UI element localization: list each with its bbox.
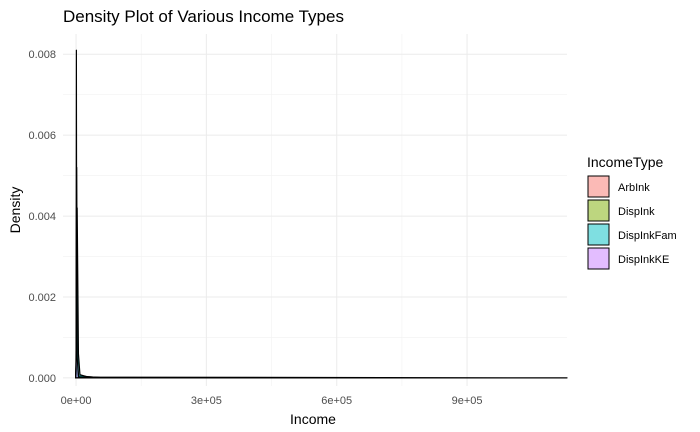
x-tick-label: 6e+05 [321, 395, 352, 407]
legend: IncomeType ArbInk DispInk DispInkFam DispIn… [587, 154, 677, 270]
y-tick-label: 0.008 [28, 49, 56, 61]
x-tick-label: 9e+05 [452, 395, 483, 407]
minor-grid [63, 34, 567, 386]
legend-title: IncomeType [587, 154, 663, 170]
density-area-dispinkke [75, 280, 568, 379]
legend-label: DispInkKE [618, 254, 669, 266]
x-axis-title: Income [290, 411, 336, 427]
x-tick-label: 3e+05 [191, 395, 222, 407]
legend-key-dispink [587, 199, 610, 222]
chart-title: Density Plot of Various Income Types [63, 7, 344, 26]
legend-key-arbink [587, 175, 610, 198]
y-axis-title: Density [7, 187, 23, 234]
y-tick-label: 0.000 [28, 373, 56, 385]
x-tick-label: 0e+00 [61, 395, 92, 407]
legend-label: ArbInk [618, 182, 650, 194]
y-tick-label: 0.006 [28, 130, 56, 142]
density-series [75, 49, 568, 379]
x-axis-ticks: 0e+00 3e+05 6e+05 9e+05 [61, 395, 483, 407]
legend-key-dispinkfam [587, 223, 610, 246]
y-tick-label: 0.002 [28, 292, 56, 304]
y-tick-label: 0.004 [28, 211, 56, 223]
y-axis-ticks: 0.000 0.002 0.004 0.006 0.008 [28, 49, 56, 385]
legend-label: DispInkFam [618, 230, 677, 242]
legend-label: DispInk [618, 206, 655, 218]
legend-key-dispinkke [587, 247, 610, 270]
